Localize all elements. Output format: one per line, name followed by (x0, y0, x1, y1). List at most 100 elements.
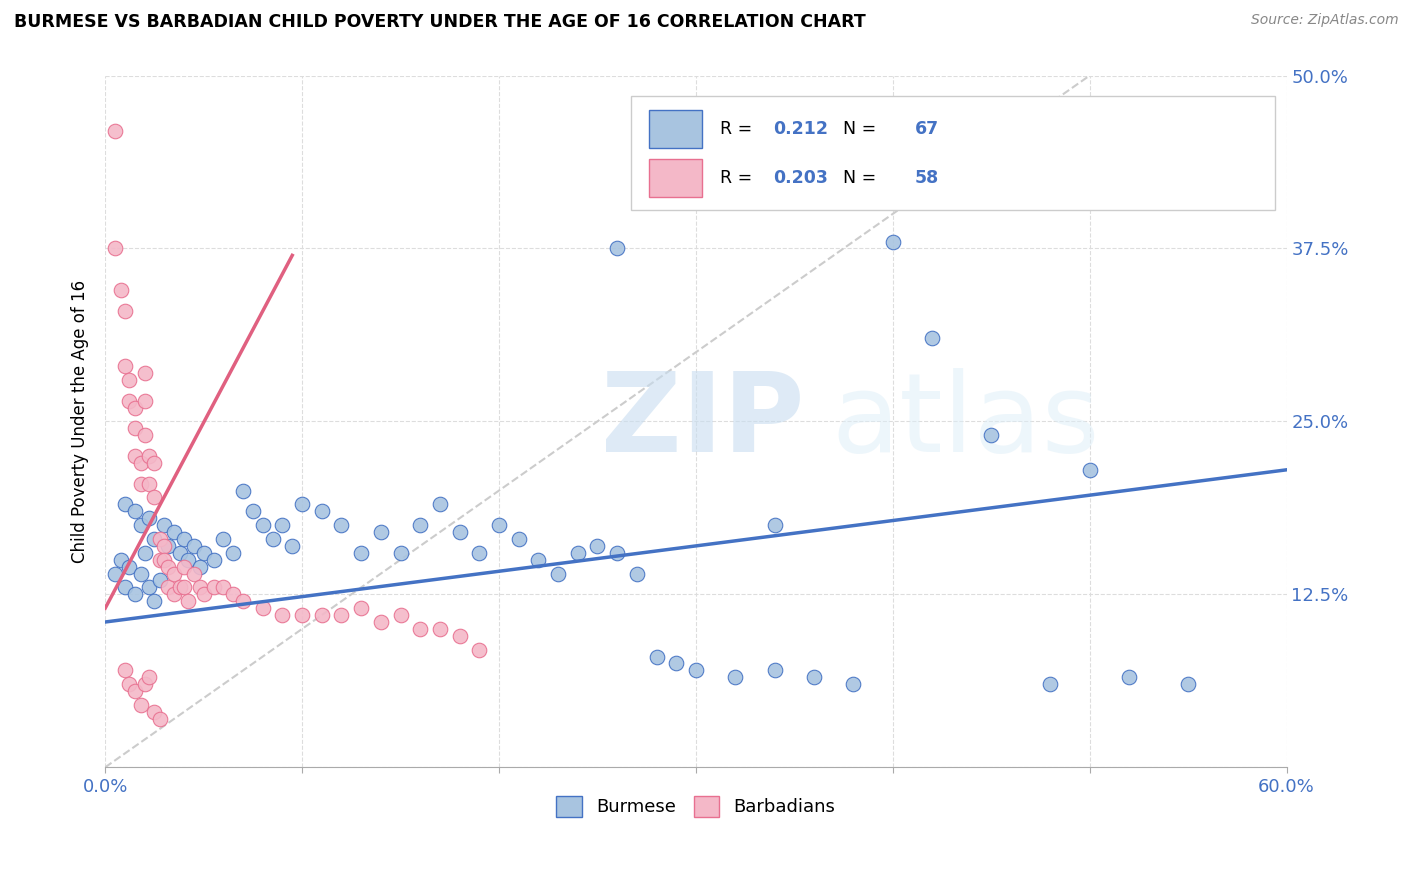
Point (153, 553, 176, 567)
Point (281, 539, 304, 553)
Point (606, 546, 628, 560)
Point (232, 483, 254, 498)
Point (626, 566, 648, 581)
Point (169, 581, 191, 595)
Point (262, 532, 284, 546)
Text: atlas: atlas (832, 368, 1101, 475)
FancyBboxPatch shape (648, 159, 702, 197)
Point (527, 553, 550, 567)
Text: R =: R = (720, 120, 758, 138)
Point (567, 546, 589, 560)
Point (193, 587, 215, 601)
Point (134, 366, 156, 380)
Point (606, 242, 628, 256)
Point (153, 518, 176, 533)
Point (169, 546, 191, 560)
Point (104, 124, 127, 138)
Point (134, 546, 156, 560)
Point (271, 518, 294, 533)
Point (330, 608, 353, 623)
Point (665, 657, 688, 671)
Point (129, 566, 152, 581)
Point (980, 428, 1002, 442)
Point (252, 518, 274, 533)
Point (183, 539, 205, 553)
Text: Source: ZipAtlas.com: Source: ZipAtlas.com (1251, 13, 1399, 28)
Point (311, 504, 333, 518)
Point (409, 518, 432, 533)
Point (124, 421, 146, 435)
Point (114, 581, 136, 595)
Point (1039, 677, 1062, 691)
Text: ZIP: ZIP (602, 368, 804, 475)
Point (138, 511, 160, 525)
Point (202, 553, 225, 567)
Text: N =: N = (832, 169, 882, 187)
Y-axis label: Child Poverty Under the Age of 16: Child Poverty Under the Age of 16 (72, 280, 89, 563)
Point (157, 559, 180, 574)
Point (222, 587, 245, 601)
Point (763, 518, 786, 533)
Point (547, 566, 569, 581)
Legend: Burmese, Barbadians: Burmese, Barbadians (550, 789, 842, 824)
Point (118, 373, 141, 387)
Point (183, 566, 205, 581)
Point (242, 504, 264, 518)
Point (104, 242, 127, 256)
Point (124, 587, 146, 601)
Point (173, 532, 195, 546)
Point (143, 705, 166, 719)
Point (921, 331, 943, 345)
Point (370, 524, 392, 539)
Point (129, 698, 152, 712)
Point (157, 581, 180, 595)
Point (645, 649, 668, 664)
Point (118, 559, 141, 574)
Point (842, 677, 865, 691)
Point (129, 456, 152, 470)
Point (124, 504, 146, 518)
Point (350, 546, 373, 560)
Point (143, 594, 166, 608)
Point (449, 524, 471, 539)
Point (271, 608, 294, 623)
Point (177, 553, 200, 567)
Point (157, 539, 180, 553)
Point (110, 283, 132, 297)
Point (763, 664, 786, 678)
Point (124, 449, 146, 463)
Point (586, 539, 609, 553)
Point (291, 497, 314, 511)
Point (149, 532, 172, 546)
Point (163, 524, 186, 539)
Point (370, 615, 392, 629)
Point (232, 594, 254, 608)
Point (350, 601, 373, 615)
Point (202, 581, 225, 595)
Point (124, 684, 146, 698)
Point (173, 559, 195, 574)
Point (468, 546, 491, 560)
Point (143, 491, 166, 505)
Point (1177, 677, 1199, 691)
Point (149, 574, 172, 588)
Point (685, 664, 707, 678)
Point (389, 546, 412, 560)
Point (1118, 670, 1140, 684)
FancyBboxPatch shape (631, 96, 1275, 211)
Point (149, 553, 172, 567)
Point (1078, 463, 1101, 477)
Text: BURMESE VS BARBADIAN CHILD POVERTY UNDER THE AGE OF 16 CORRELATION CHART: BURMESE VS BARBADIAN CHILD POVERTY UNDER… (14, 13, 866, 31)
Point (177, 594, 200, 608)
Point (188, 559, 211, 574)
Point (311, 608, 333, 623)
Point (163, 587, 186, 601)
Point (488, 518, 510, 533)
Point (724, 670, 747, 684)
Text: 58: 58 (914, 169, 939, 187)
Point (134, 677, 156, 691)
Point (134, 393, 156, 408)
Point (252, 601, 274, 615)
Text: N =: N = (832, 120, 882, 138)
Point (114, 497, 136, 511)
